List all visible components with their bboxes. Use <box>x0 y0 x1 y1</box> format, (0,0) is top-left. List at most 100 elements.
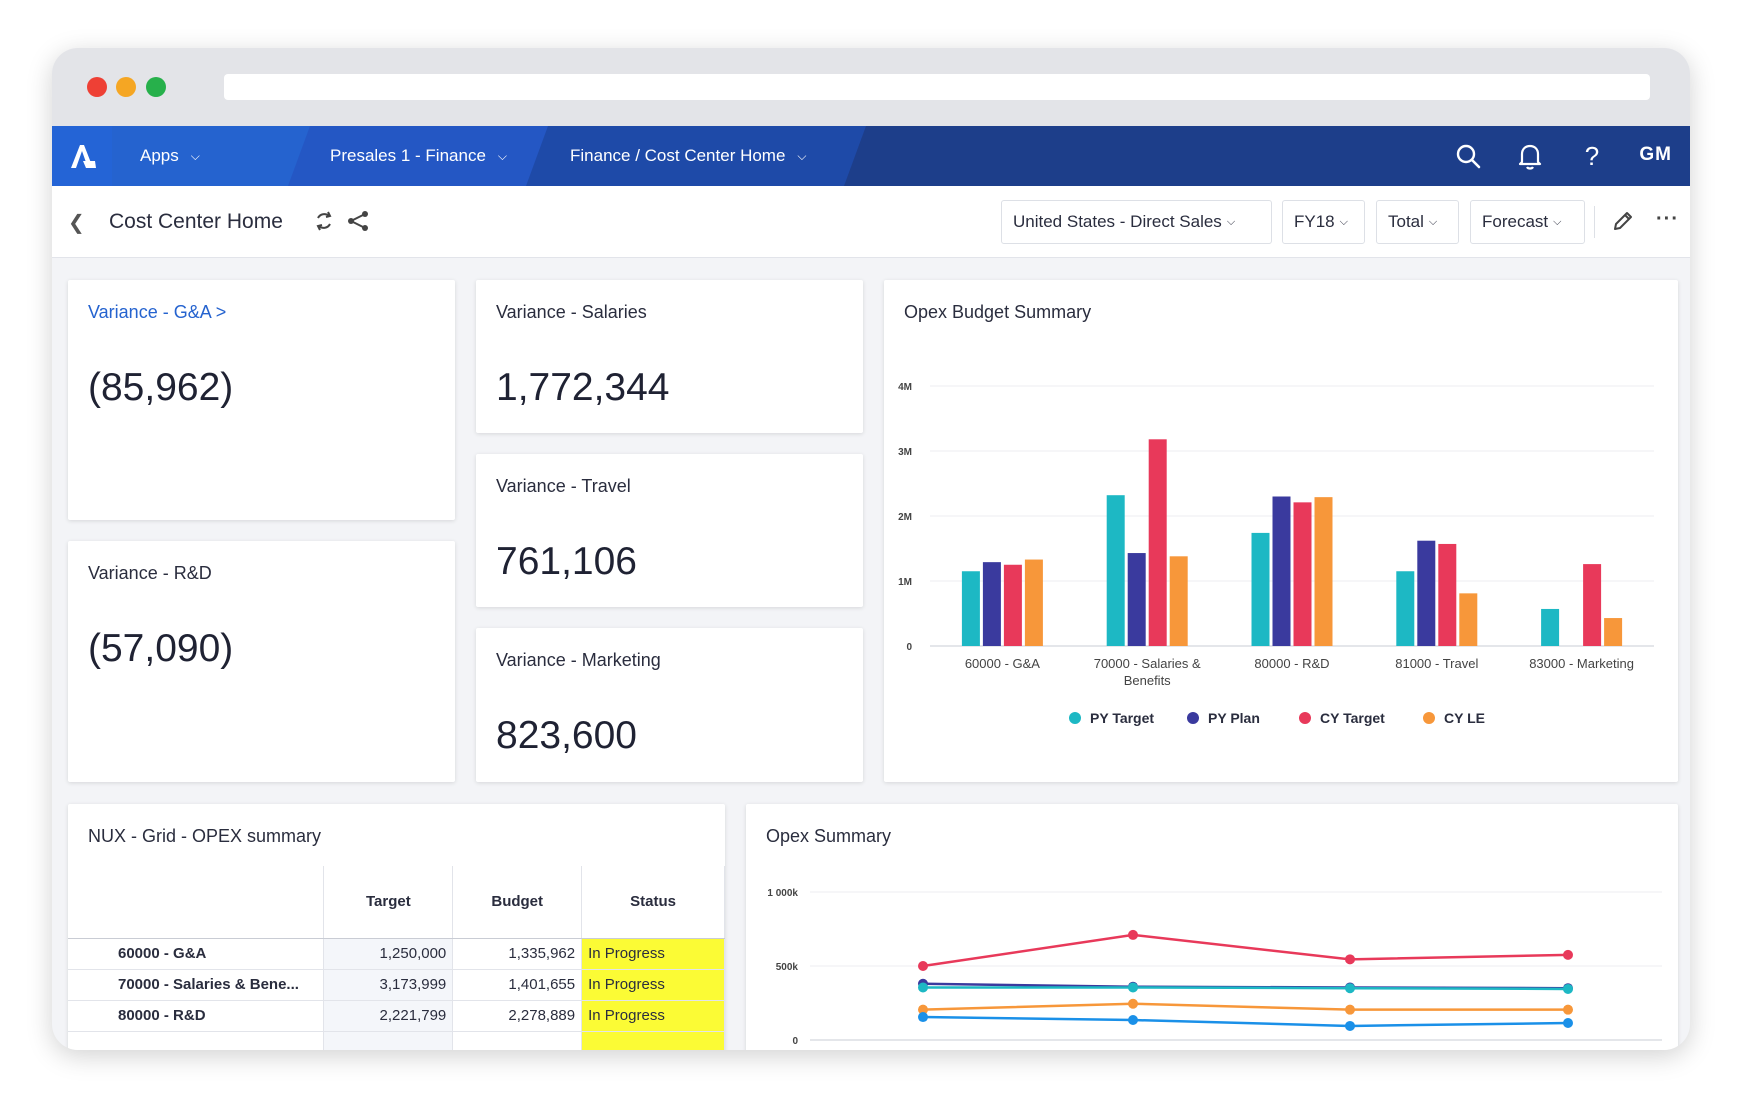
budget-cell[interactable]: 2,278,889 <box>452 1000 583 1032</box>
bar <box>1251 532 1270 646</box>
opex-summary-line-chart: 0 500k 1 000k <box>767 888 1662 1047</box>
user-avatar[interactable]: GM <box>1639 144 1672 165</box>
grid-title: NUX - Grid - OPEX summary <box>88 826 322 846</box>
table-row-partial <box>68 1031 725 1050</box>
data-point <box>1128 1015 1138 1026</box>
kpi-card-salaries: Variance - Salaries 1,772,344 <box>476 280 863 433</box>
version-filter-dropdown[interactable]: Forecast ⌵ <box>1470 200 1585 244</box>
data-point <box>1563 983 1573 994</box>
kpi-salaries-title: Variance - Salaries <box>496 302 647 322</box>
x-tick-label: Benefits <box>1124 673 1171 688</box>
row-header-cell[interactable] <box>68 1031 325 1050</box>
anaplan-logo-icon <box>71 145 96 168</box>
row-header-cell[interactable]: 60000 - G&A <box>68 938 325 970</box>
version-filter-value: Forecast <box>1482 212 1549 231</box>
table-header-row: Target Budget Status <box>68 866 725 939</box>
y-tick-label: 1 000k <box>767 888 798 899</box>
region-filter-dropdown[interactable]: United States - Direct Sales ⌵ <box>1001 200 1272 244</box>
row-header-cell[interactable]: 70000 - Salaries & Bene... <box>68 969 325 1001</box>
kpi-salaries-value: 1,772,344 <box>496 366 670 409</box>
status-cell[interactable]: In Progress <box>581 938 725 970</box>
row-header-cell[interactable]: 80000 - R&D <box>68 1000 325 1032</box>
table-corner-cell <box>68 866 325 939</box>
region-filter-value: United States - Direct Sales <box>1013 212 1222 231</box>
bar <box>1583 564 1602 646</box>
nav-workspace-label: Presales 1 - Finance <box>330 146 486 165</box>
target-cell[interactable]: 2,221,799 <box>323 1000 454 1032</box>
back-arrow-icon[interactable]: ❮ <box>68 212 85 234</box>
data-point <box>918 1004 928 1015</box>
status-cell[interactable] <box>581 1031 725 1050</box>
legend-label: CY Target <box>1320 710 1385 726</box>
kpi-ga-title: Variance - G&A <box>88 302 211 322</box>
bar <box>1272 496 1291 646</box>
table-row: 70000 - Salaries & Bene... 3,173,999 1,4… <box>68 969 725 1001</box>
status-cell[interactable]: In Progress <box>581 969 725 1001</box>
kpi-ga-title-link[interactable]: Variance - G&A > <box>88 302 226 323</box>
series-line <box>922 933 1569 968</box>
x-tick-label: 83000 - Marketing <box>1529 656 1634 671</box>
bar <box>1417 540 1436 646</box>
chevron-down-icon: ⌵ <box>497 148 508 163</box>
year-filter-value: FY18 <box>1294 212 1335 231</box>
data-point <box>1563 949 1573 960</box>
target-cell[interactable]: 3,173,999 <box>323 969 454 1001</box>
column-header-status[interactable]: Status <box>581 866 725 939</box>
refresh-icon[interactable] <box>314 210 334 237</box>
target-cell[interactable] <box>323 1031 454 1050</box>
x-tick-label: 80000 - R&D <box>1254 656 1329 671</box>
target-cell[interactable]: 1,250,000 <box>323 938 454 970</box>
more-options-icon[interactable]: ··· <box>1656 208 1679 230</box>
kpi-travel-title: Variance - Travel <box>496 476 631 496</box>
nav-page-menu[interactable]: Finance / Cost Center Home ⌵ <box>526 126 866 186</box>
address-bar[interactable] <box>224 74 1650 100</box>
bar <box>1314 497 1333 646</box>
kpi-card-ga: Variance - G&A > (85,962) <box>68 280 455 520</box>
browser-window: Apps ⌵ Presales 1 - Finance ⌵ Finance / … <box>52 48 1690 1050</box>
x-tick-label: 70000 - Salaries & <box>1094 656 1201 671</box>
bar <box>1169 556 1188 646</box>
bar <box>1127 553 1146 646</box>
total-filter-dropdown[interactable]: Total ⌵ <box>1376 200 1459 244</box>
bell-icon[interactable] <box>1514 140 1546 172</box>
data-point <box>1128 998 1138 1009</box>
page-header: ❮ Cost Center Home United States - Direc… <box>52 186 1690 258</box>
data-point <box>1563 1017 1573 1028</box>
data-point <box>918 961 928 971</box>
search-icon[interactable] <box>1452 140 1484 172</box>
bar <box>1293 502 1312 646</box>
year-filter-dropdown[interactable]: FY18 ⌵ <box>1282 200 1365 244</box>
opex-summary-table: Target Budget Status 60000 - G&A 1,250,0… <box>68 866 725 1050</box>
y-tick-label: 500k <box>776 962 799 973</box>
column-header-target[interactable]: Target <box>323 866 454 939</box>
data-point <box>1128 982 1138 993</box>
share-icon[interactable] <box>346 210 370 237</box>
bar <box>1106 495 1125 646</box>
column-header-budget[interactable]: Budget <box>452 866 583 939</box>
help-icon[interactable]: ? <box>1584 140 1600 171</box>
series-line <box>923 986 1569 991</box>
kpi-marketing-title: Variance - Marketing <box>496 650 661 670</box>
nav-apps-menu[interactable]: Apps ⌵ <box>112 126 312 186</box>
status-cell[interactable]: In Progress <box>581 1000 725 1032</box>
opex-summary-card: Opex Summary 0 500k 1 000k <box>746 804 1678 1050</box>
opex-budget-summary-card: Opex Budget Summary 0 1M 2M 3M 4M 60000 - G&A… <box>884 280 1678 782</box>
maximize-window-button[interactable] <box>146 77 166 97</box>
budget-cell[interactable]: 1,335,962 <box>452 938 583 970</box>
legend-swatch <box>1187 712 1199 724</box>
close-window-button[interactable] <box>87 77 107 97</box>
edit-pencil-icon[interactable] <box>1612 210 1634 237</box>
kpi-marketing-value: 823,600 <box>496 714 637 757</box>
budget-cell[interactable]: 1,401,655 <box>452 969 583 1001</box>
app-logo[interactable] <box>52 126 112 186</box>
legend-label: PY Plan <box>1208 710 1260 726</box>
y-tick-label: 0 <box>792 1036 798 1047</box>
budget-cell[interactable] <box>452 1031 583 1050</box>
nav-workspace-menu[interactable]: Presales 1 - Finance ⌵ <box>288 126 550 186</box>
kpi-card-travel: Variance - Travel 761,106 <box>476 454 863 607</box>
minimize-window-button[interactable] <box>116 77 136 97</box>
data-point <box>1345 954 1355 965</box>
legend-label: PY Target <box>1090 710 1154 726</box>
bar <box>982 562 1001 646</box>
bar-chart-title: Opex Budget Summary <box>904 302 1092 322</box>
